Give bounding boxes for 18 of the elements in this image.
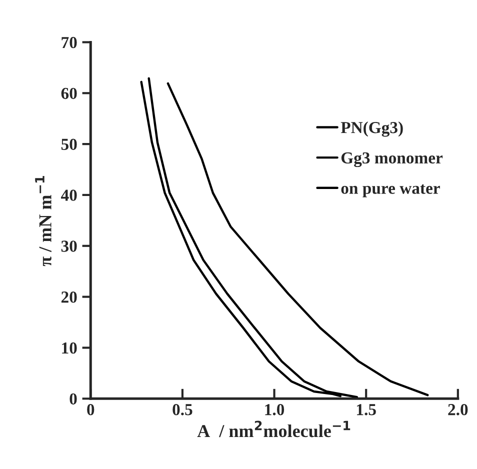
- y-tick-label: 50: [61, 138, 77, 150]
- x-tick-label: 0: [87, 404, 94, 416]
- y-tick-label: 40: [61, 190, 77, 201]
- legend-label: Gg3 monomer: [341, 152, 443, 168]
- x-tick-label: 1.0: [265, 404, 284, 416]
- x-tick-label: 0.5: [172, 404, 192, 416]
- x-tick-label: 1.5: [357, 404, 376, 416]
- x-tick-label: 2.0: [448, 404, 468, 416]
- y-tick-label: 70: [62, 36, 77, 48]
- legend-label: on pure water: [341, 184, 440, 198]
- y-axis-title: π / mN m$^{−1}$: [35, 176, 52, 266]
- y-tick-label: 0: [70, 393, 77, 405]
- y-tick-label: 10: [62, 342, 77, 354]
- y-tick-label: 30: [61, 240, 77, 252]
- legend-label: PN(Gg3): [340, 121, 403, 137]
- y-tick-label: 60: [61, 88, 77, 100]
- x-axis-title: A / nm$^{2}$molecule$^{−1}$: [197, 420, 350, 438]
- y-tick-label: 20: [61, 292, 77, 303]
